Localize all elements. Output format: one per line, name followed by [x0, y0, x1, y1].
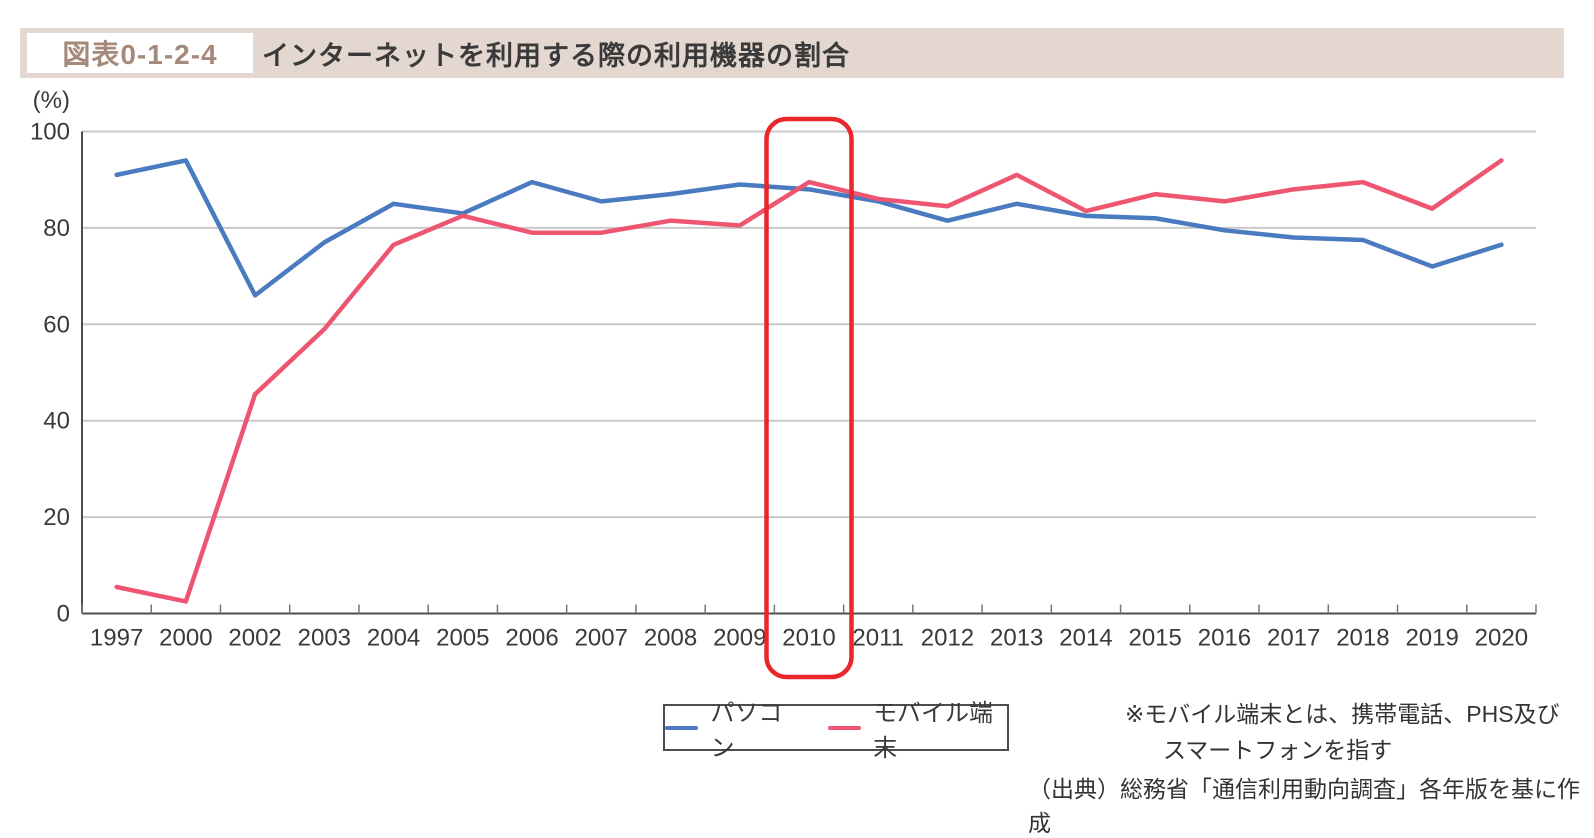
legend-label-mobile: モバイル端末 — [873, 699, 994, 762]
x-tick-label: 2013 — [990, 625, 1043, 652]
x-tick-label: 2018 — [1336, 625, 1389, 652]
y-tick-label: 0 — [57, 601, 70, 628]
x-tick-label: 2016 — [1198, 625, 1251, 652]
x-tick-label: 2012 — [921, 625, 974, 652]
y-tick-label: 60 — [43, 311, 70, 338]
y-axis-labels: 0 20 40 60 80 100 — [30, 119, 70, 628]
source-credit: （出典）総務省「通信利用動向調査」各年版を基に作成 — [1028, 776, 1580, 836]
x-tick-label: 2008 — [644, 625, 697, 652]
x-tick-label: 2004 — [367, 625, 420, 652]
line-mobile — [114, 158, 1504, 604]
x-tick-label: 2006 — [505, 625, 558, 652]
x-tick-label: 2010 — [782, 625, 835, 652]
figure-number: 図表0-1-2-4 — [62, 39, 218, 70]
x-tick-label: 2003 — [298, 625, 351, 652]
x-axis-labels: 1997 2000 2002 2003 2004 2005 2006 2007 2008 2009… — [90, 625, 1528, 652]
x-tick-label: 2007 — [575, 625, 628, 652]
x-tick-label: 2014 — [1059, 625, 1112, 652]
x-tick-label: 2009 — [713, 625, 766, 652]
x-tick-label: 2005 — [436, 625, 489, 652]
x-tick-label: 2019 — [1405, 625, 1458, 652]
legend-item-pc: パソコン — [665, 693, 800, 763]
x-tick-label: 2020 — [1475, 625, 1528, 652]
legend-item-mobile: モバイル端末 — [827, 693, 1007, 763]
legend: パソコン モバイル端末 — [663, 700, 1009, 762]
gridlines — [82, 130, 1536, 519]
figure-title: インターネットを利用する際の利用機器の割合 — [262, 40, 850, 71]
legend-swatch-pc — [665, 725, 699, 730]
figure-header: 図表0-1-2-4 インターネットを利用する際の利用機器の割合 — [20, 28, 1564, 78]
y-axis-unit-label: (%) — [33, 90, 70, 114]
highlight-box-2010 — [764, 116, 854, 680]
y-tick-label: 40 — [43, 408, 70, 435]
line-chart: (%) 0 20 40 60 80 100 1997 2000 2002 2003 2004 200… — [30, 90, 1537, 680]
figure-number-box: 図表0-1-2-4 — [27, 33, 253, 73]
y-tick-label: 100 — [30, 119, 70, 146]
x-tick-label: 2002 — [228, 625, 281, 652]
legend-label-pc: パソコン — [710, 699, 783, 762]
x-axis-ticks — [81, 604, 1537, 614]
legend-swatch-mobile — [827, 725, 862, 730]
x-tick-label: 2015 — [1128, 625, 1181, 652]
footnote: ※モバイル端末とは、携帯電話、PHS及び スマートフォンを指す — [1125, 696, 1560, 768]
x-tick-label: 2017 — [1267, 625, 1320, 652]
footnote-line2: スマートフォンを指す — [1163, 737, 1393, 763]
x-tick-label: 2000 — [159, 625, 212, 652]
x-tick-label: 1997 — [90, 625, 143, 652]
x-tick-label: 2011 — [852, 625, 904, 652]
footnote-line1: ※モバイル端末とは、携帯電話、PHS及び — [1125, 701, 1560, 727]
y-tick-label: 80 — [43, 215, 70, 242]
line-pc — [114, 158, 1504, 298]
y-tick-label: 20 — [43, 504, 70, 531]
axes — [81, 131, 1536, 615]
